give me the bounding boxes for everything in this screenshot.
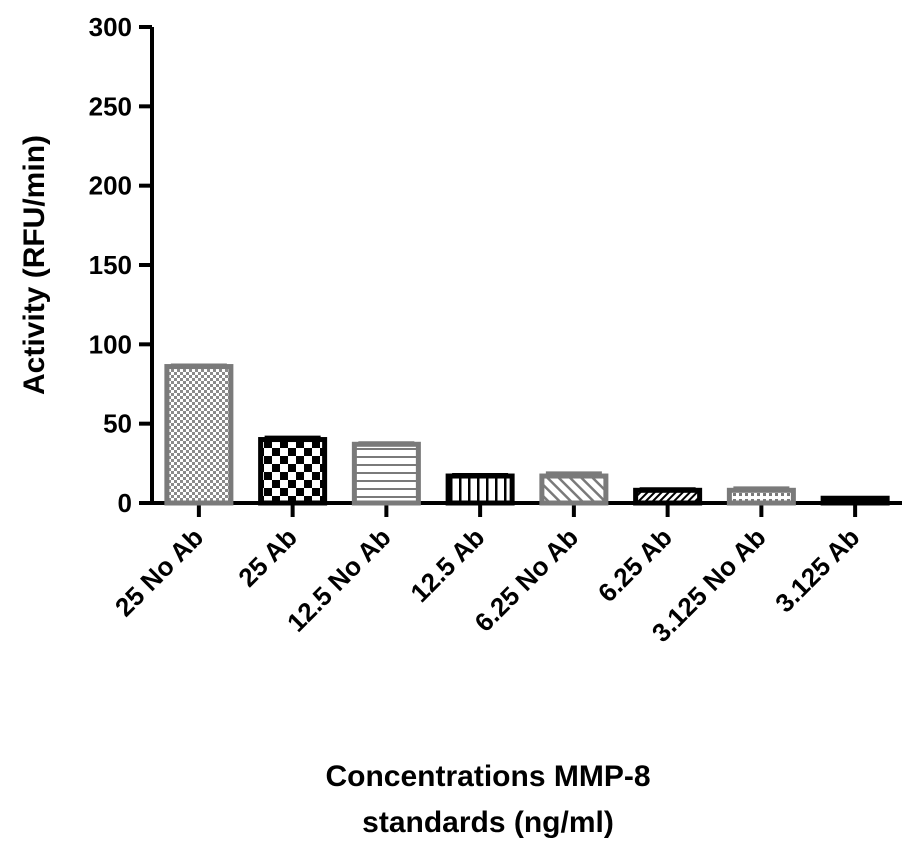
x-tick-label: 6.25 Ab: [592, 522, 678, 608]
y-tick-label: 100: [89, 329, 132, 359]
y-axis-title: Activity (RFU/min): [18, 135, 51, 395]
y-tick-label: 200: [89, 171, 132, 201]
y-tick-label: 0: [118, 488, 132, 518]
x-axis-title-line2: standards (ng/ml): [362, 806, 614, 839]
bar: [258, 437, 328, 506]
bar: [164, 364, 234, 506]
y-axis: 0 50 100 150 200 250 300: [89, 12, 154, 518]
x-tick-label: 3.125 Ab: [769, 522, 865, 618]
bar: [726, 487, 796, 506]
bar: [633, 487, 703, 506]
bar: [351, 441, 421, 506]
y-tick-label: 150: [89, 250, 132, 280]
x-tick-label: 12.5 Ab: [404, 522, 490, 608]
y-ticks: 0 50 100 150 200 250 300: [89, 12, 152, 518]
bars: [164, 363, 890, 506]
bar: [820, 495, 890, 506]
x-tick-label: 25 Ab: [232, 522, 303, 593]
y-tick-label: 300: [89, 12, 132, 42]
bar: [539, 473, 609, 506]
y-tick-label: 50: [103, 409, 132, 439]
x-axis-title-line1: Concentrations MMP-8: [325, 760, 650, 793]
y-tick-label: 250: [89, 91, 132, 121]
x-tick-label: 25 No Ab: [109, 522, 209, 622]
bar: [445, 473, 515, 506]
